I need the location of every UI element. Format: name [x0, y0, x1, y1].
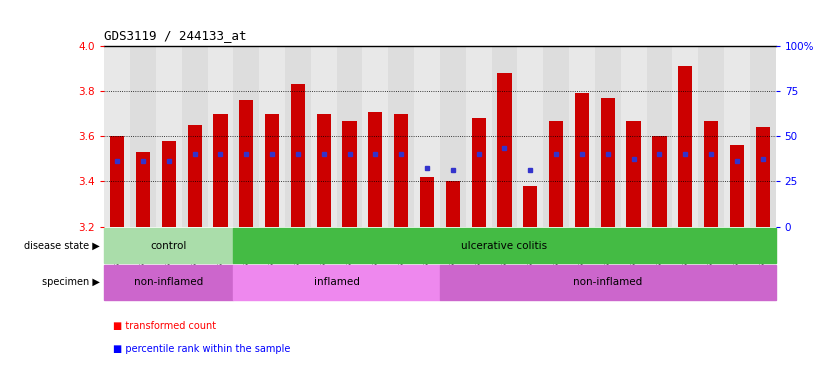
Bar [285, 46, 311, 227]
Bar [363, 46, 389, 227]
Bar [543, 46, 569, 227]
Text: GDS3119 / 244133_at: GDS3119 / 244133_at [104, 29, 247, 42]
Bar [678, 66, 692, 227]
Bar [104, 265, 234, 300]
Text: disease state ▶: disease state ▶ [24, 241, 100, 251]
Bar [756, 127, 770, 227]
Text: non-inflamed: non-inflamed [134, 277, 203, 287]
Bar [239, 100, 254, 227]
Bar [595, 46, 620, 227]
Bar [620, 46, 646, 227]
Bar [517, 46, 543, 227]
Bar [162, 141, 176, 227]
Bar [337, 46, 363, 227]
Bar [214, 114, 228, 227]
Bar [265, 114, 279, 227]
Bar [234, 46, 259, 227]
Bar [188, 125, 202, 227]
Bar [575, 93, 589, 227]
Bar [182, 46, 208, 227]
Bar [626, 121, 641, 227]
Bar [724, 46, 750, 227]
Bar [369, 111, 383, 227]
Bar [523, 186, 537, 227]
Bar [672, 46, 698, 227]
Bar [317, 114, 331, 227]
Bar [420, 177, 435, 227]
Bar [465, 46, 491, 227]
Bar [259, 46, 285, 227]
Bar [156, 46, 182, 227]
Bar [394, 114, 409, 227]
Text: non-inflamed: non-inflamed [573, 277, 642, 287]
Text: control: control [151, 241, 187, 251]
Bar [311, 46, 337, 227]
Bar [130, 46, 156, 227]
Bar [234, 265, 440, 300]
Bar [440, 46, 465, 227]
Bar [110, 136, 124, 227]
Bar [698, 46, 724, 227]
Bar [104, 46, 130, 227]
Bar [414, 46, 440, 227]
Bar [445, 182, 460, 227]
Bar [549, 121, 563, 227]
Bar [234, 228, 776, 263]
Text: ■ transformed count: ■ transformed count [113, 321, 216, 331]
Bar [750, 46, 776, 227]
Bar [343, 121, 357, 227]
Bar [104, 228, 234, 263]
Text: ulcerative colitis: ulcerative colitis [461, 241, 548, 251]
Bar [569, 46, 595, 227]
Bar [389, 46, 414, 227]
Text: specimen ▶: specimen ▶ [43, 277, 100, 287]
Bar [491, 46, 517, 227]
Bar [600, 98, 615, 227]
Bar [497, 73, 511, 227]
Bar [136, 152, 150, 227]
Bar [730, 146, 744, 227]
Bar [652, 136, 666, 227]
Text: ■ percentile rank within the sample: ■ percentile rank within the sample [113, 344, 290, 354]
Bar [208, 46, 234, 227]
Text: inflamed: inflamed [314, 277, 359, 287]
Bar [646, 46, 672, 227]
Bar [471, 118, 485, 227]
Bar [704, 121, 718, 227]
Bar [291, 84, 305, 227]
Bar [440, 265, 776, 300]
